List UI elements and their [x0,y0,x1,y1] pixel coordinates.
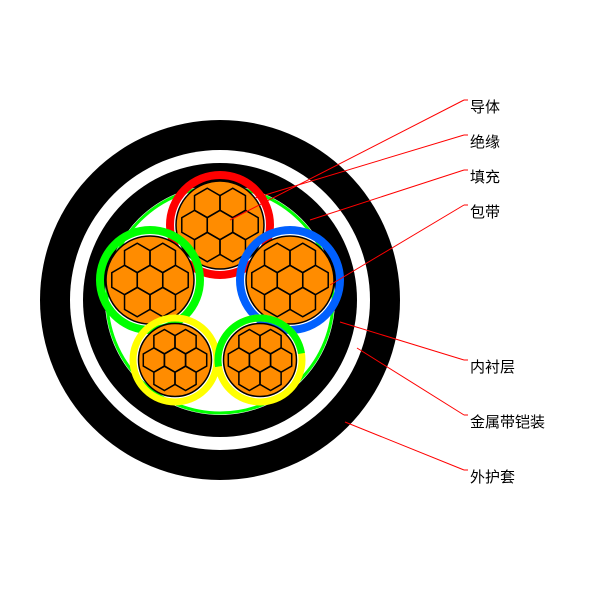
label-tape: 包带 [470,201,500,222]
label-jacket: 外护套 [470,466,515,487]
label-insulation: 绝缘 [470,131,500,152]
cable-cross-section-diagram [0,0,600,600]
label-conductor: 导体 [470,96,500,117]
label-filler: 填充 [470,166,500,187]
label-armor: 金属带铠装 [470,411,545,432]
label-lining: 内衬层 [470,356,515,377]
